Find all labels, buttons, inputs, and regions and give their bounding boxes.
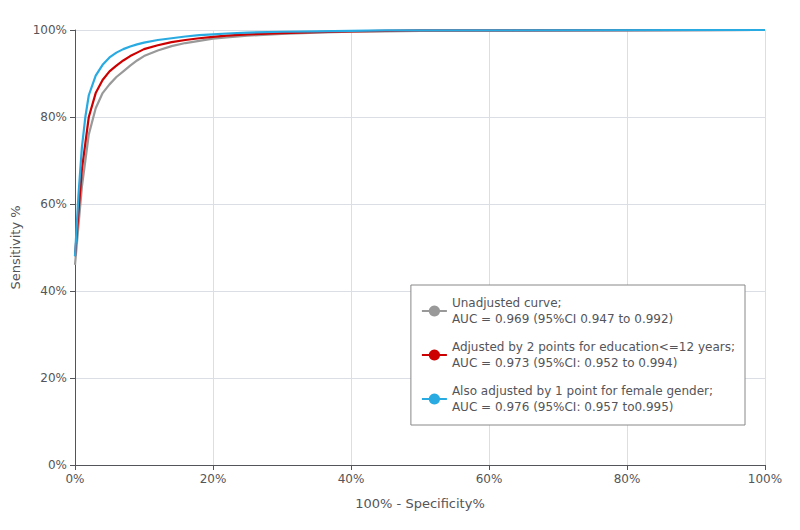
svg-text:Sensitivity %: Sensitivity % [8,205,23,289]
svg-text:100%: 100% [748,472,782,486]
svg-text:40%: 40% [40,284,67,298]
svg-text:Unadjusted curve;: Unadjusted curve; [452,296,562,310]
svg-text:Adjusted by 2 points for educa: Adjusted by 2 points for education<=12 y… [452,340,735,354]
svg-text:0%: 0% [65,472,84,486]
svg-text:80%: 80% [40,110,67,124]
svg-text:Also adjusted by 1 point for f: Also adjusted by 1 point for female gend… [452,384,713,398]
svg-text:40%: 40% [338,472,365,486]
svg-text:80%: 80% [614,472,641,486]
svg-text:20%: 20% [40,371,67,385]
svg-text:100%: 100% [33,23,67,37]
svg-text:60%: 60% [40,197,67,211]
svg-text:0%: 0% [48,458,67,472]
svg-text:100% - Specificity%: 100% - Specificity% [355,496,484,511]
svg-text:60%: 60% [476,472,503,486]
svg-text:20%: 20% [200,472,227,486]
svg-text:AUC = 0.976 (95%CI: 0.957 to0.: AUC = 0.976 (95%CI: 0.957 to0.995) [452,400,674,414]
svg-text:AUC = 0.973 (95%CI: 0.952 to 0: AUC = 0.973 (95%CI: 0.952 to 0.994) [452,356,677,370]
svg-text:AUC = 0.969 (95%CI 0.947 to 0.: AUC = 0.969 (95%CI 0.947 to 0.992) [452,312,673,326]
